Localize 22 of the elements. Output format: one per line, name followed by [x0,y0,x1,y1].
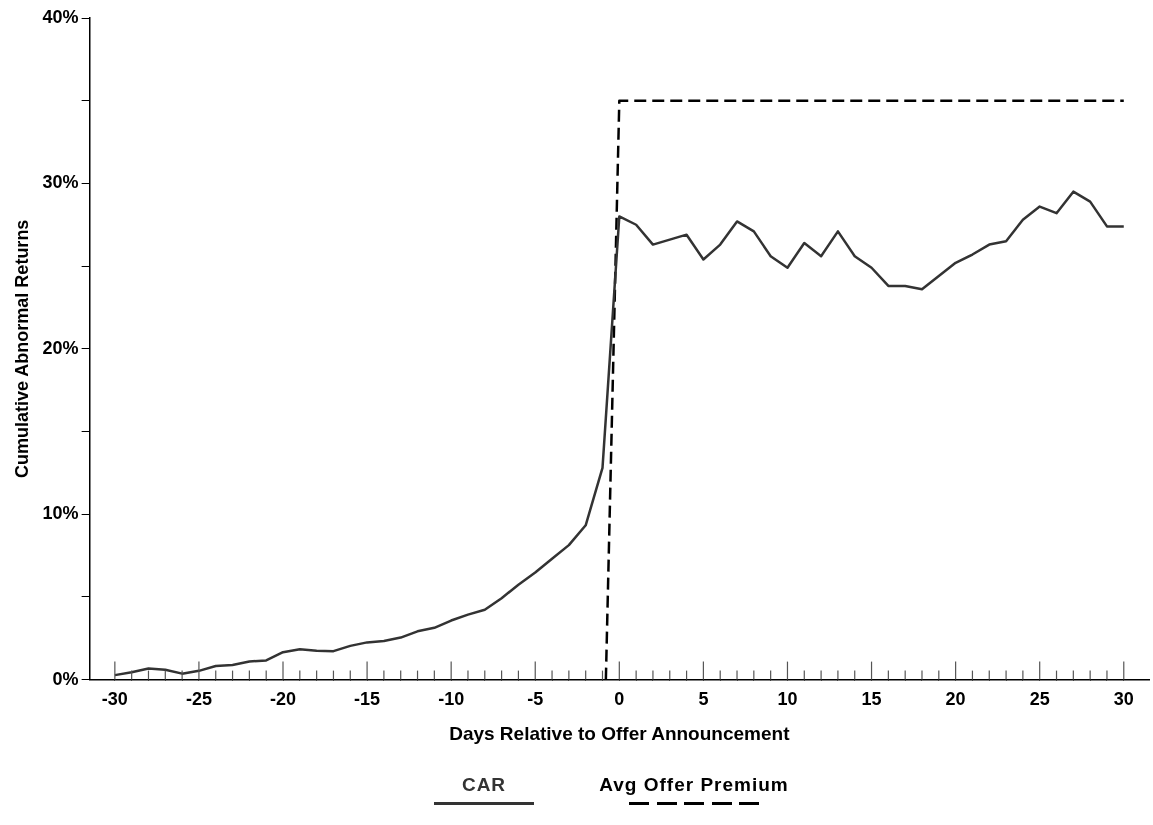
x-tick-label: 15 [861,689,882,710]
x-tick-label: -25 [185,689,212,710]
y-tick-label: 30% [42,172,79,193]
y-tick-label: 10% [42,503,79,524]
y-tick-label: 40% [42,6,79,27]
x-tick-label: 0 [614,689,625,710]
y-tick-label: 0% [52,668,79,689]
x-tick-label: -20 [270,689,297,710]
x-tick-label: 10 [777,689,798,710]
x-tick-label: -10 [438,689,465,710]
text: Avg Offer Premium [598,774,790,796]
y-axis-title: Cumulative Abnormal Returns [11,219,32,478]
x-tick-label: 30 [1113,689,1134,710]
x-tick-label: 25 [1029,689,1050,710]
x-tick-label: -5 [527,689,544,710]
x-tick-label: 5 [698,689,709,710]
text: CAR [460,774,508,796]
y-tick-label: 20% [42,337,79,358]
x-tick-label: -15 [354,689,381,710]
x-axis-title: Days Relative to Offer Announcement [449,722,791,744]
x-tick-label: -30 [101,689,128,710]
x-tick-label: 20 [945,689,966,710]
